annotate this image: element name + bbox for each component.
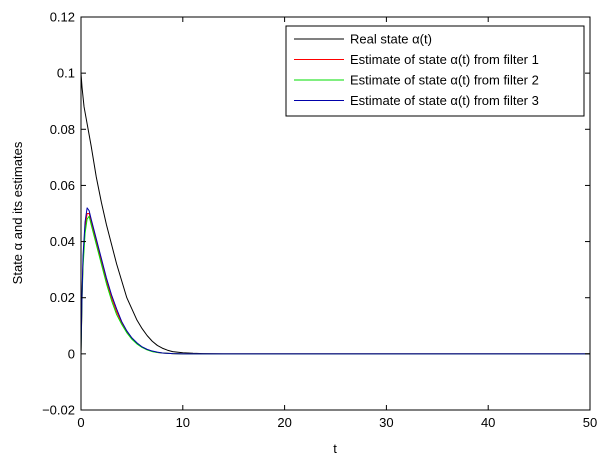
x-tick-label: 10	[176, 415, 190, 430]
legend-entry-2: Estimate of state α(t) from filter 1	[350, 52, 539, 67]
y-tick-label: 0.1	[57, 66, 75, 81]
legend: Real state α(t) Estimate of state α(t) fr…	[285, 25, 585, 117]
y-tick-label: 0.06	[50, 178, 75, 193]
y-tick-label: 0.02	[50, 290, 75, 305]
legend-entry-3: Estimate of state α(t) from filter 2	[350, 73, 539, 88]
plot-frame	[80, 16, 591, 411]
series-layer	[80, 73, 590, 355]
legend-entry-1: Real state α(t)	[350, 32, 432, 47]
y-tick-label: 0.08	[50, 122, 75, 137]
legend-entry-4: Estimate of state α(t) from filter 3	[350, 93, 539, 108]
y-axis-label: State α and its estimates	[10, 141, 25, 284]
x-tick-label: 50	[583, 415, 597, 430]
y-tick-label: 0.12	[50, 10, 75, 25]
x-tick-label: 0	[77, 415, 84, 430]
y-tick-label: −0.02	[42, 403, 75, 418]
x-tick-label: 20	[277, 415, 291, 430]
y-tick-label: 0.04	[50, 234, 75, 249]
x-tick-label: 40	[481, 415, 495, 430]
x-axis-label: t	[333, 441, 337, 456]
y-tick-label: 0	[68, 346, 75, 361]
x-tick-label: 30	[379, 415, 393, 430]
series-line-4	[80, 207, 590, 355]
